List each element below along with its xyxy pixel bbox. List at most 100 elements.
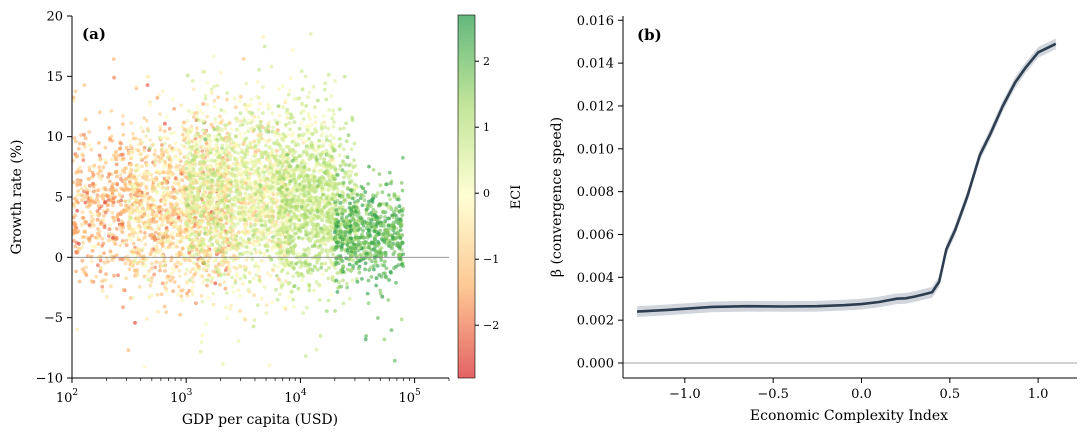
scatter-point [189, 244, 194, 249]
scatter-point [251, 324, 256, 329]
scatter-point [274, 287, 278, 292]
scatter-point [217, 121, 222, 126]
scatter-point [261, 35, 266, 39]
scatter-point [332, 120, 336, 124]
scatter-point [305, 177, 310, 181]
scatter-point [186, 203, 190, 208]
scatter-point [233, 203, 238, 208]
scatter-point [156, 208, 161, 212]
scatter-point [331, 275, 335, 280]
scatter-point [201, 201, 206, 206]
scatter-point [114, 170, 118, 175]
scatter-point [283, 193, 288, 198]
scatter-point [326, 224, 331, 229]
scatter-point [243, 191, 248, 196]
scatter-point [127, 139, 132, 143]
scatter-point [198, 181, 203, 186]
scatter-point [213, 281, 218, 286]
scatter-point [345, 285, 349, 290]
scatter-point [399, 317, 404, 322]
scatter-point [336, 188, 340, 193]
scatter-point [268, 144, 272, 149]
scatter-point [340, 212, 345, 216]
scatter-point [127, 226, 131, 230]
scatter-point [291, 228, 295, 232]
scatter-point [322, 157, 327, 162]
scatter-point [211, 235, 216, 240]
scatter-point [258, 123, 263, 128]
scatter-point [262, 193, 267, 198]
scatter-point [338, 126, 343, 131]
scatter-point [237, 263, 242, 268]
scatter-point [206, 295, 211, 300]
scatter-point [188, 179, 193, 184]
scatter-point [220, 118, 225, 123]
scatter-point [128, 259, 133, 264]
scatter-point [195, 117, 200, 122]
scatter-point [129, 121, 134, 125]
scatter-point [319, 168, 323, 173]
scatter-point [179, 294, 184, 299]
scatter-point [114, 237, 119, 241]
scatter-point [204, 321, 209, 326]
scatter-point [130, 226, 135, 231]
scatter-point [252, 139, 257, 144]
scatter-point [292, 284, 297, 288]
scatter-point [135, 187, 140, 192]
scatter-point [216, 201, 221, 206]
scatter-point [210, 275, 215, 280]
scatter-point [327, 215, 331, 219]
scatter-point [326, 219, 331, 224]
scatter-point [263, 244, 268, 249]
scatter-point [247, 290, 252, 294]
scatter-point [225, 97, 229, 102]
scatter-point [205, 278, 210, 282]
scatter-point [257, 275, 262, 279]
scatter-point [178, 312, 183, 317]
scatter-point [76, 229, 81, 234]
scatter-point [98, 269, 103, 274]
scatter-point [240, 182, 245, 187]
scatter-point [328, 133, 333, 138]
scatter-point [111, 57, 116, 62]
scatter-point [363, 267, 367, 272]
scatter-point [144, 118, 149, 123]
scatter-point [136, 231, 141, 236]
scatter-point [186, 127, 190, 131]
scatter-point [143, 231, 147, 235]
scatter-point [332, 142, 337, 147]
scatter-point [243, 205, 248, 210]
scatter-point [176, 216, 181, 220]
scatter-point [212, 98, 217, 103]
scatter-point [135, 271, 140, 275]
scatter-point [107, 172, 112, 177]
scatter-point [299, 261, 304, 265]
scatter-point [277, 120, 282, 125]
scatter-point [160, 143, 164, 147]
scatter-point [97, 165, 102, 170]
scatter-point [186, 109, 191, 113]
scatter-point [155, 240, 160, 245]
scatter-point [80, 210, 85, 215]
scatter-point [84, 220, 89, 224]
scatter-point [98, 254, 102, 259]
scatter-point [185, 118, 190, 123]
scatter-point [175, 240, 180, 244]
scatter-point [166, 194, 170, 199]
scatter-point [313, 130, 318, 134]
scatter-point [223, 240, 228, 245]
scatter-point [314, 280, 319, 284]
scatter-point [208, 230, 213, 235]
scatter-point [312, 264, 317, 269]
scatter-point [302, 221, 306, 226]
scatter-point [255, 239, 259, 244]
scatter-point [110, 203, 115, 208]
scatter-point [242, 131, 247, 135]
scatter-point [259, 296, 264, 301]
scatter-point [321, 139, 326, 144]
scatter-point [204, 181, 209, 186]
scatter-point [181, 288, 185, 293]
scatter-point [160, 281, 165, 286]
scatter-point [90, 249, 95, 253]
scatter-point [195, 206, 200, 211]
